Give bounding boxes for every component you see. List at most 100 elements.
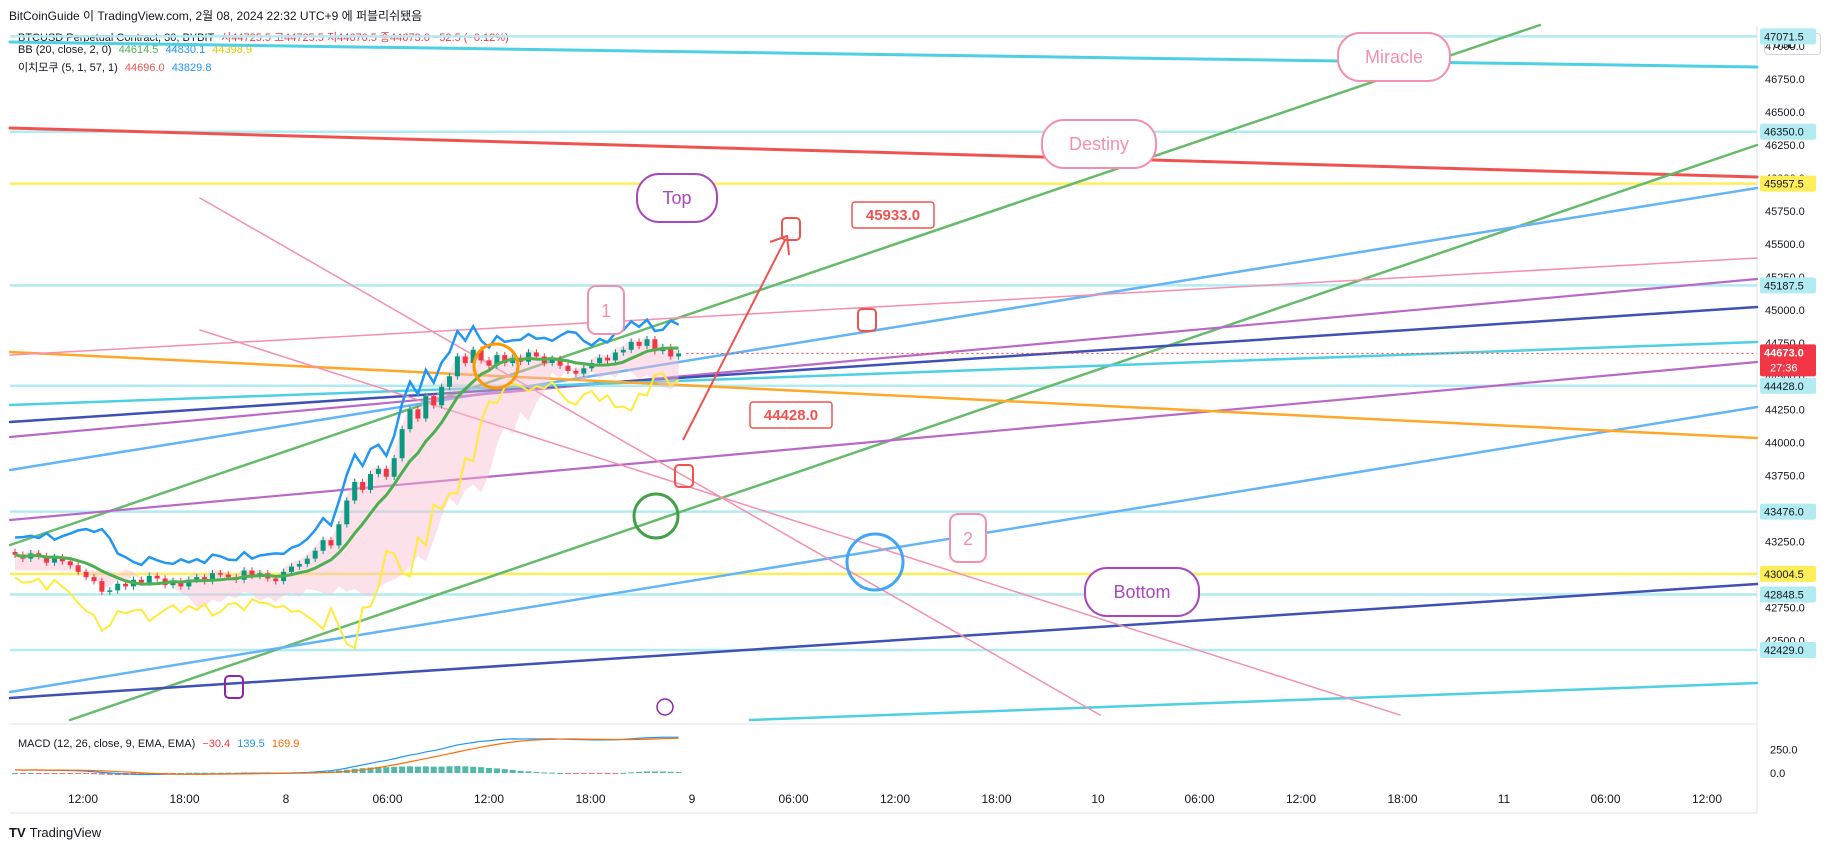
candle-body bbox=[597, 357, 603, 364]
trendline bbox=[8, 340, 1759, 407]
time-tick-label: 06:00 bbox=[1590, 792, 1620, 806]
callout-text: Miracle bbox=[1365, 47, 1423, 67]
ohlc-values: 시44725.5 고44725.5 저44670.5 종44673.0 −52.… bbox=[221, 32, 509, 44]
ichimoku-legend[interactable]: 이치모쿠 (5, 1, 57, 1) 44696.0 43829.8 bbox=[18, 59, 211, 75]
macd-label: MACD (12, 26, close, 9, EMA, EMA) bbox=[18, 738, 196, 750]
numbered-marker-text: 2 bbox=[963, 529, 973, 549]
happy-face-icon bbox=[472, 342, 520, 390]
macd-line bbox=[14, 736, 679, 776]
macd-signal-value: 169.9 bbox=[271, 738, 300, 750]
macd-histogram-bar bbox=[201, 772, 208, 774]
macd-histogram-bar bbox=[98, 773, 105, 775]
price-tick-label: 45000.0 bbox=[1765, 305, 1805, 317]
bb-legend[interactable]: BB (20, close, 2, 0) 44614.5 44830.1 443… bbox=[18, 44, 252, 56]
candle-body bbox=[368, 474, 373, 490]
candle-body bbox=[494, 355, 500, 366]
trendline bbox=[748, 681, 1759, 722]
macd-histogram-bar bbox=[367, 767, 374, 773]
bb-upper-value: 44830.1 bbox=[165, 44, 206, 56]
projection-arrow bbox=[682, 239, 786, 441]
macd-histogram-bar bbox=[572, 773, 579, 774]
candle-body bbox=[486, 360, 492, 366]
candle-body bbox=[75, 565, 81, 572]
time-tick-label: 06:00 bbox=[372, 792, 402, 806]
price-label-text: 42848.5 bbox=[1764, 590, 1804, 602]
macd-histogram-bar bbox=[43, 773, 50, 774]
trendline bbox=[199, 329, 1401, 716]
time-tick-label: 06:00 bbox=[1184, 792, 1214, 806]
candle-body bbox=[502, 355, 508, 364]
price-tick-label: 45750.0 bbox=[1765, 206, 1805, 218]
macd-histogram-bar bbox=[533, 772, 540, 774]
price-label-text: 47071.5 bbox=[1764, 31, 1804, 43]
symbol-title[interactable]: BTCUSD Perpetual Contract, 30, BYBIT bbox=[18, 32, 215, 44]
trendline bbox=[8, 305, 1759, 424]
macd-histogram-bar bbox=[35, 773, 42, 774]
candle-body bbox=[67, 561, 73, 566]
candle-body bbox=[123, 583, 129, 587]
candles bbox=[12, 317, 682, 650]
candle-body bbox=[391, 458, 397, 477]
macd-histogram-bar bbox=[667, 771, 674, 773]
macd-histogram-bar bbox=[430, 766, 437, 773]
price-label-text: 46350.0 bbox=[1764, 127, 1804, 139]
macd-histogram-bar bbox=[83, 773, 90, 774]
candle-body bbox=[59, 557, 65, 562]
candle-body bbox=[186, 579, 192, 587]
candle-body bbox=[533, 352, 539, 357]
macd-histogram-bar bbox=[407, 766, 413, 773]
publish-credit: BitCoinGuide 이 TradingView.com, 2월 08, 2… bbox=[9, 9, 423, 23]
time-tick-label: 12:00 bbox=[474, 792, 504, 806]
candle-body bbox=[447, 376, 452, 387]
trendline bbox=[8, 126, 1759, 179]
price-label-text: 45957.5 bbox=[1764, 179, 1804, 191]
macd-histogram-bar bbox=[470, 766, 477, 773]
macd-histogram-bar bbox=[675, 772, 682, 774]
trendline bbox=[8, 23, 1542, 547]
time-tick-label: 18:00 bbox=[1387, 792, 1417, 806]
macd-histogram-bar bbox=[59, 773, 66, 774]
time-tick-label: 18:00 bbox=[981, 792, 1011, 806]
candle-body bbox=[383, 468, 389, 477]
candle-body bbox=[154, 575, 160, 579]
candle-body bbox=[107, 590, 113, 592]
macd-histogram-bar bbox=[557, 773, 564, 774]
trendline bbox=[9, 257, 1758, 356]
macd-histogram-bar bbox=[612, 773, 619, 774]
macd-histogram-bar bbox=[644, 771, 650, 773]
candle-body bbox=[652, 339, 658, 352]
trendline bbox=[8, 582, 1759, 700]
candle-body bbox=[99, 581, 105, 592]
candle-body bbox=[573, 370, 579, 374]
candle-body bbox=[312, 550, 318, 559]
time-tick-label: 18:00 bbox=[575, 792, 605, 806]
candle-body bbox=[478, 349, 484, 361]
candle-body bbox=[620, 349, 626, 353]
numbered-marker bbox=[949, 513, 987, 563]
candle-body bbox=[628, 341, 634, 350]
price-tick-label: 44250.0 bbox=[1765, 404, 1805, 416]
pointing-hand-icon bbox=[674, 464, 694, 488]
bb-label: BB (20, close, 2, 0) bbox=[18, 44, 112, 56]
arrow-head bbox=[769, 234, 790, 256]
candle-body bbox=[138, 579, 144, 583]
callout-text: Bottom bbox=[1113, 582, 1170, 602]
macd-histogram-bar bbox=[596, 773, 603, 774]
candle-body bbox=[289, 566, 294, 572]
tradingview-footer[interactable]: TV TradingView bbox=[9, 825, 101, 840]
numbered-marker bbox=[587, 285, 625, 335]
macd-histogram-bar bbox=[67, 773, 74, 774]
candle-body bbox=[439, 386, 445, 406]
candle-body bbox=[249, 570, 255, 576]
trendline bbox=[8, 277, 1759, 439]
macd-legend[interactable]: MACD (12, 26, close, 9, EMA, EMA) −30.4 … bbox=[18, 738, 299, 750]
time-tick-label: 9 bbox=[689, 792, 696, 806]
macd-histogram-bar bbox=[51, 773, 58, 774]
candle-body bbox=[557, 359, 563, 366]
macd-histogram-bar bbox=[414, 766, 421, 773]
macd-histogram-bar bbox=[651, 771, 658, 773]
macd-histogram-bar bbox=[446, 766, 453, 773]
candle-body bbox=[344, 500, 350, 525]
trendlines bbox=[8, 23, 1759, 722]
